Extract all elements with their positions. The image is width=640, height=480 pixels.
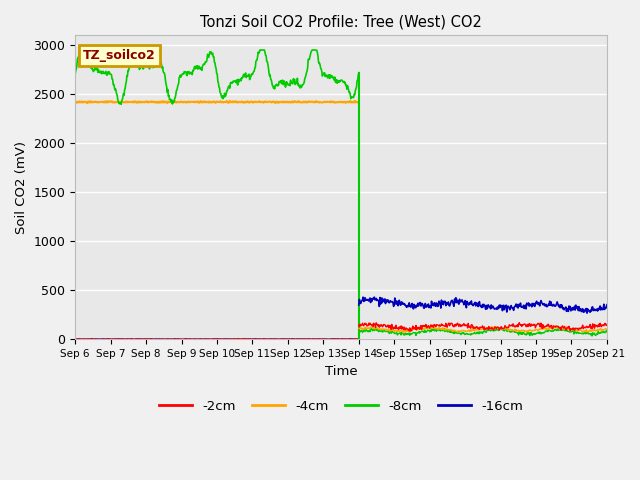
X-axis label: Time: Time <box>324 365 357 378</box>
Text: TZ_soilco2: TZ_soilco2 <box>83 49 156 62</box>
Title: Tonzi Soil CO2 Profile: Tree (West) CO2: Tonzi Soil CO2 Profile: Tree (West) CO2 <box>200 15 482 30</box>
Legend: -2cm, -4cm, -8cm, -16cm: -2cm, -4cm, -8cm, -16cm <box>154 394 528 418</box>
Y-axis label: Soil CO2 (mV): Soil CO2 (mV) <box>15 141 28 234</box>
